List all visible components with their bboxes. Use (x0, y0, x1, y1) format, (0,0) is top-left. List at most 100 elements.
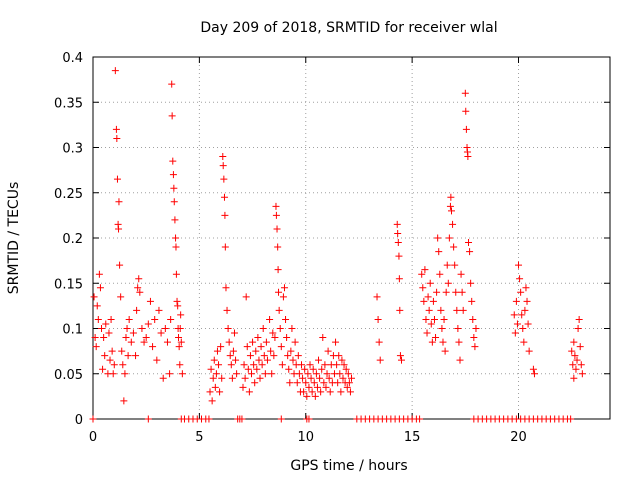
data-point (396, 306, 404, 314)
data-point (240, 361, 248, 369)
data-point (447, 207, 455, 215)
data-point (426, 279, 434, 287)
data-point (444, 279, 452, 287)
data-point (222, 284, 230, 292)
data-point (466, 248, 474, 256)
data-point (308, 388, 316, 396)
data-point (421, 266, 429, 274)
data-point (295, 370, 303, 378)
data-point (298, 361, 306, 369)
data-point (98, 325, 106, 332)
data-point (346, 388, 354, 396)
data-point (118, 347, 126, 355)
data-point (318, 365, 326, 373)
data-point (112, 125, 120, 133)
data-point (271, 334, 279, 342)
axis-ticks (92, 56, 610, 420)
data-point (468, 297, 476, 305)
data-point (286, 379, 294, 387)
data-point (135, 275, 143, 283)
data-point (454, 325, 462, 332)
data-point (172, 243, 180, 251)
data-point (227, 361, 235, 369)
data-point (278, 361, 286, 369)
data-point (115, 198, 123, 206)
data-point (174, 302, 182, 310)
data-point (175, 343, 183, 351)
data-point (325, 374, 333, 382)
data-point (136, 288, 144, 296)
data-point (304, 370, 312, 378)
data-point (578, 370, 586, 378)
x-tick-label: 20 (510, 430, 527, 445)
data-point (570, 374, 578, 382)
data-point (320, 379, 328, 387)
y-tick-label: 0.15 (54, 277, 83, 292)
data-point (376, 356, 384, 364)
data-point (253, 365, 261, 373)
data-point (568, 347, 576, 355)
data-point (241, 374, 249, 382)
data-point (340, 361, 348, 369)
data-point (462, 125, 470, 133)
data-point (470, 334, 478, 342)
data-point (516, 275, 524, 283)
data-point (96, 284, 104, 292)
data-point (168, 80, 176, 88)
data-point (303, 392, 311, 400)
data-point (210, 356, 218, 364)
data-point (443, 261, 451, 269)
data-point (119, 361, 127, 369)
data-point (339, 374, 347, 382)
data-point (120, 397, 128, 405)
data-point (322, 383, 330, 391)
data-point (324, 347, 332, 355)
data-point (441, 347, 449, 355)
data-point (255, 356, 263, 364)
data-point (305, 383, 313, 391)
data-point (317, 388, 325, 396)
data-point (252, 347, 260, 355)
data-point (138, 325, 146, 332)
data-point (288, 325, 296, 332)
data-point (168, 112, 176, 120)
data-point (108, 347, 116, 355)
data-point (335, 352, 343, 360)
data-point (315, 356, 323, 364)
data-point (167, 315, 175, 323)
data-point (257, 343, 265, 351)
x-tick-label: 5 (195, 430, 203, 445)
data-point (418, 270, 426, 278)
data-point (267, 347, 275, 355)
data-point (163, 338, 171, 346)
data-point (221, 243, 229, 251)
data-point (106, 356, 114, 364)
data-point (149, 343, 157, 351)
data-point (511, 329, 519, 337)
data-point (436, 270, 444, 278)
data-point (333, 361, 341, 369)
data-point (256, 374, 264, 382)
data-point (209, 374, 217, 382)
data-point (513, 320, 521, 328)
data-point (142, 334, 150, 342)
data-point (337, 388, 345, 396)
data-point (393, 220, 401, 228)
data-point (239, 383, 247, 391)
data-point (263, 356, 271, 364)
data-point (155, 306, 163, 314)
data-point (91, 334, 99, 342)
y-tick-label: 0.35 (54, 96, 83, 111)
data-point (312, 370, 320, 378)
data-point (432, 334, 440, 342)
data-point (169, 157, 177, 165)
data-point (464, 153, 472, 161)
data-point (254, 334, 262, 342)
data-point (245, 388, 253, 396)
data-point (442, 288, 450, 296)
data-point (299, 374, 307, 382)
data-point (216, 388, 224, 396)
data-point (102, 320, 110, 328)
data-point (280, 284, 288, 292)
axis-tick-labels: 0 0.05 0.1 0.15 0.2 0.25 0.3 0.35 0.4 0 5 10 15 20 (54, 51, 527, 445)
